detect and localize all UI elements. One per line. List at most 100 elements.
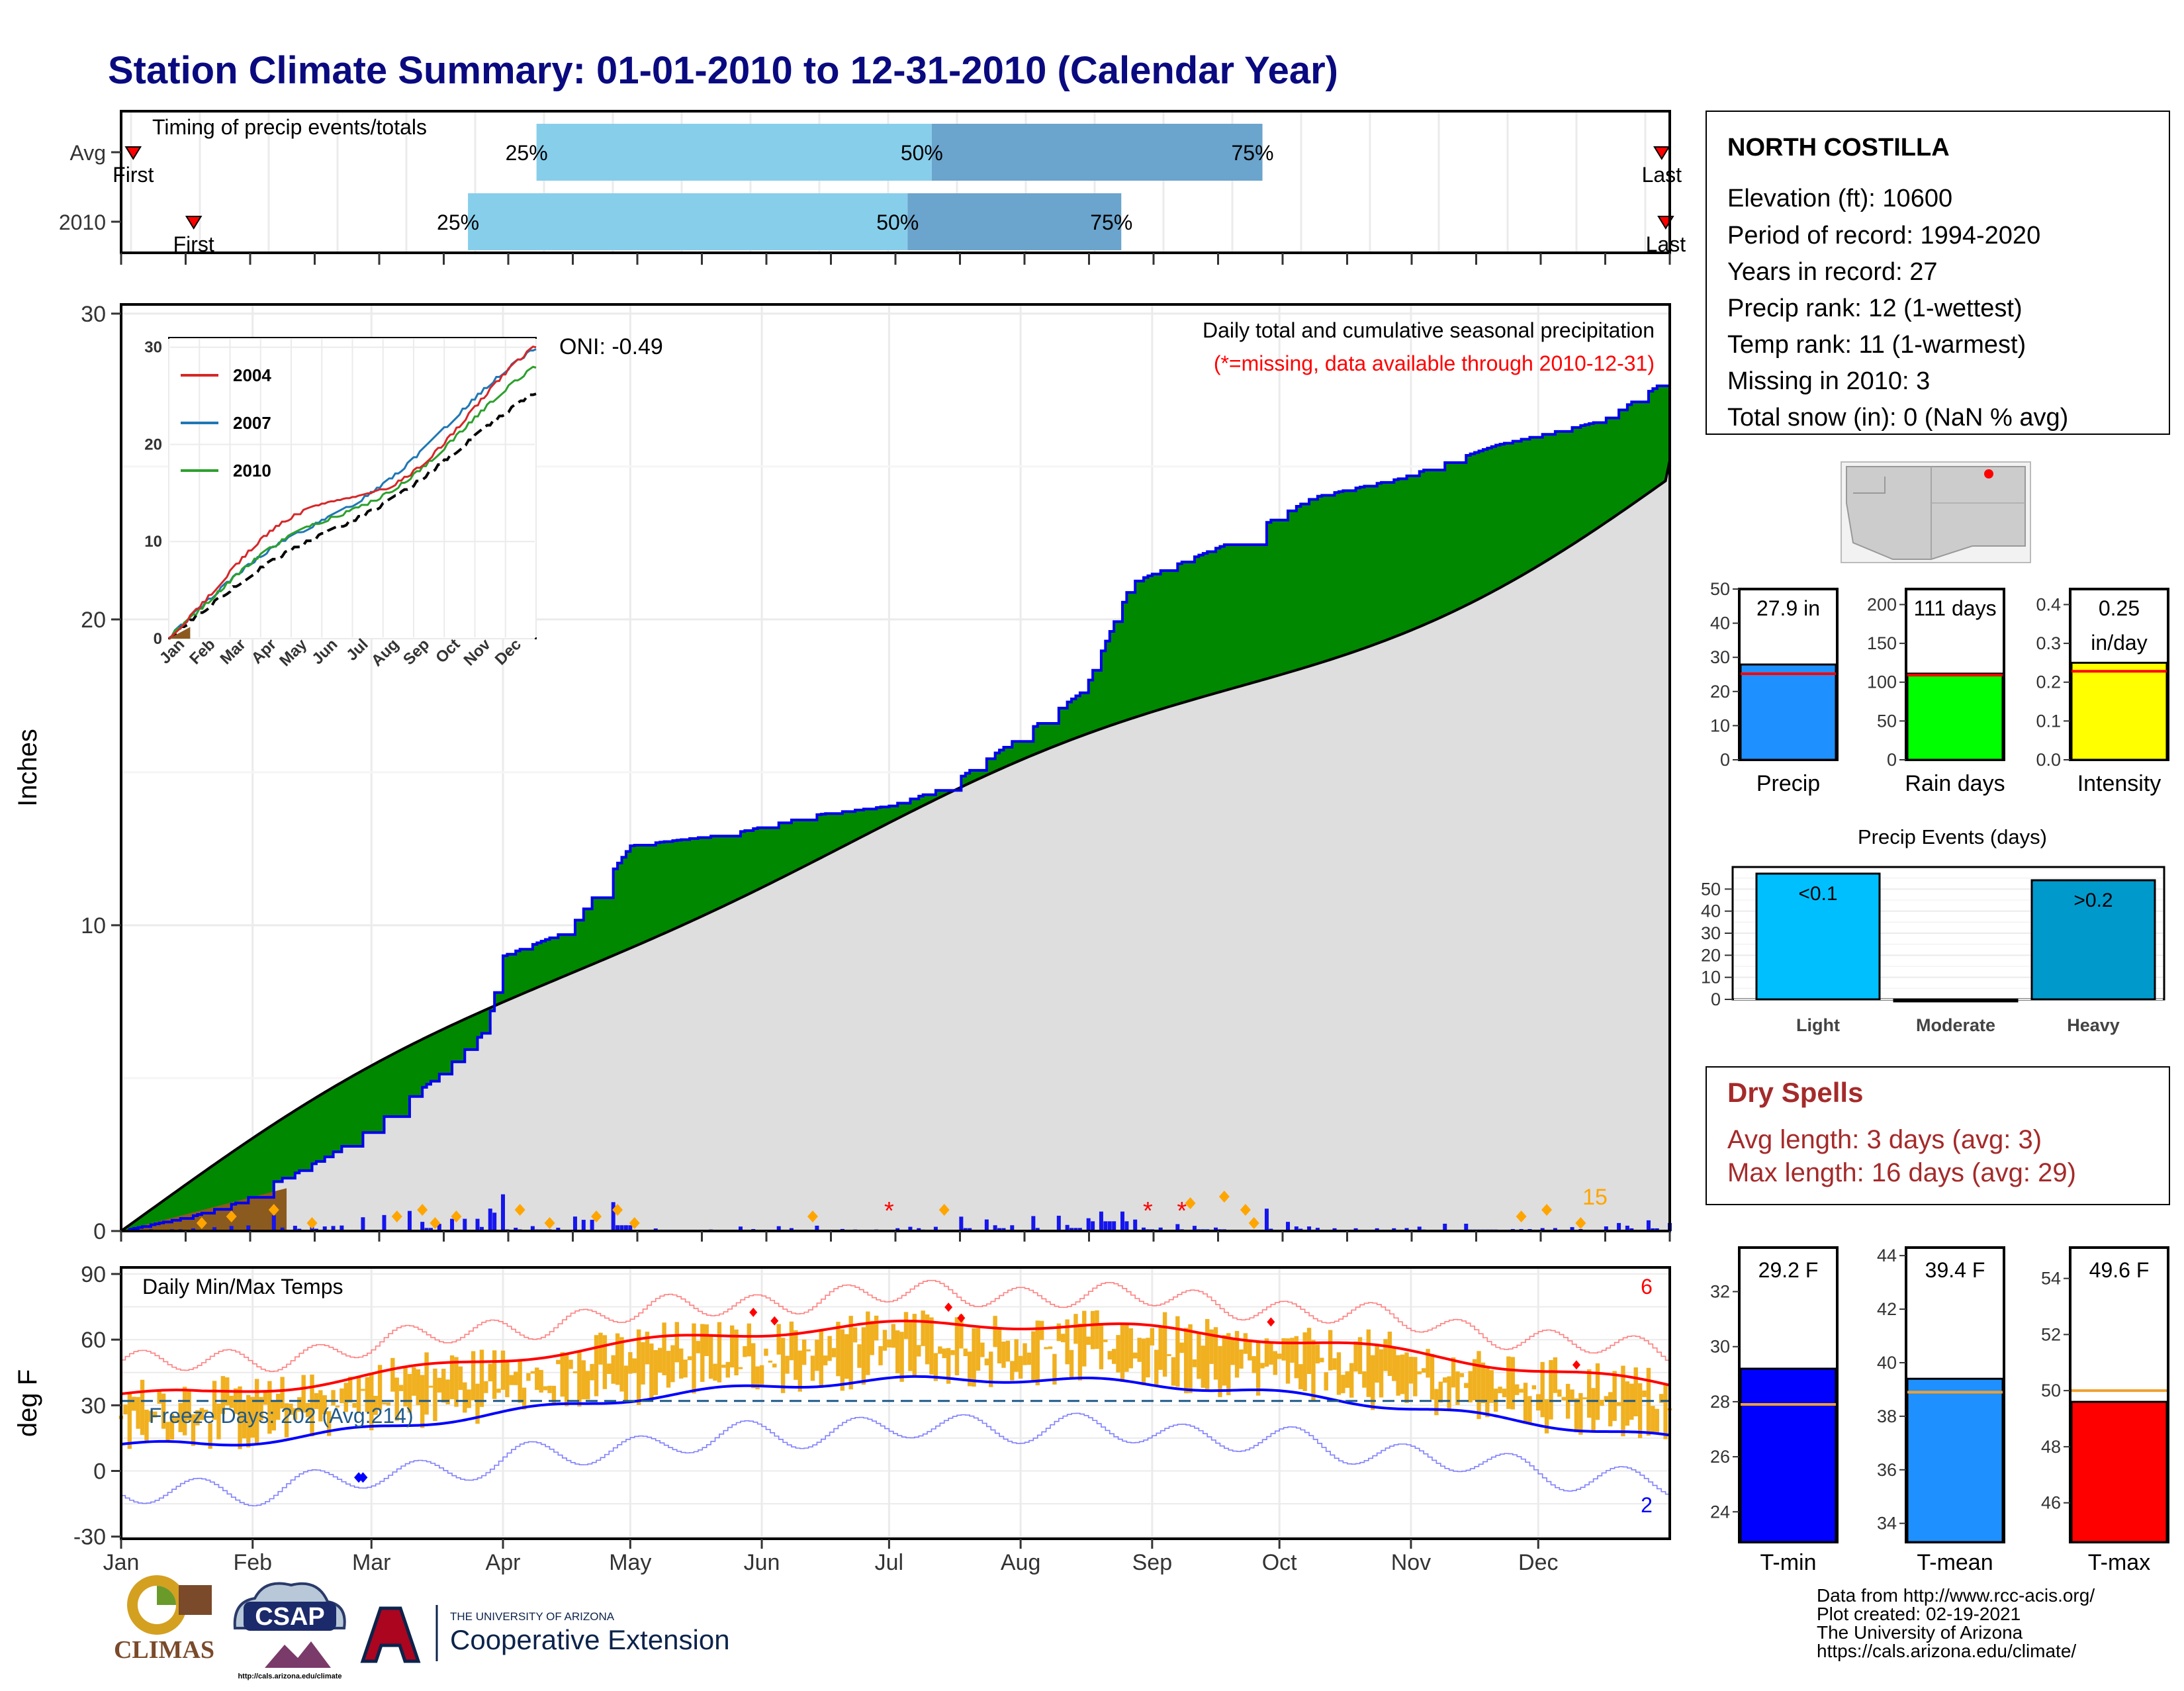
summary-bar-charts: 27.9 in 0 10 20 30 40 50 Precip 111 days 0 50 100 15… xyxy=(1710,579,2169,796)
snow-marker xyxy=(451,1211,462,1222)
daily-precip-bar xyxy=(530,1226,535,1231)
daily-temp-range-bar xyxy=(403,1367,408,1407)
record-high-marker xyxy=(1267,1317,1275,1327)
record-high-marker xyxy=(957,1313,966,1323)
daily-temp-range-bar xyxy=(551,1385,557,1404)
daily-temp-range-bar xyxy=(980,1342,985,1357)
daily-precip-bar xyxy=(246,1225,251,1231)
daily-precip-bar xyxy=(1443,1223,1447,1231)
daily-temp-range-bar xyxy=(972,1328,976,1387)
inset-2010-line xyxy=(168,365,537,640)
daily-temp-range-bar xyxy=(1311,1340,1316,1401)
daily-temp-range-bar xyxy=(738,1367,743,1369)
daily-temp-range-bar xyxy=(683,1359,688,1378)
daily-temp-range-bar xyxy=(1306,1328,1312,1374)
daily-temp-range-bar xyxy=(1251,1356,1256,1373)
daily-temp-range-bar xyxy=(1023,1343,1027,1365)
daily-temp-range-bar xyxy=(1616,1402,1621,1406)
daily-temp-range-bar xyxy=(653,1349,658,1395)
daily-temp-range-bar xyxy=(1285,1338,1291,1384)
daily-temp-range-bar xyxy=(412,1367,416,1396)
temp-bar-tick-label: 28 xyxy=(1710,1392,1730,1412)
daily-precip-bar xyxy=(590,1220,594,1231)
daily-temp-range-bar xyxy=(1413,1357,1418,1396)
daily-temp-range-bar xyxy=(1039,1320,1044,1340)
daily-temp-range-bar xyxy=(254,1379,259,1444)
daily-precip-bar xyxy=(1124,1221,1129,1231)
daily-temp-range-bar xyxy=(903,1312,909,1340)
snow-marker xyxy=(1218,1191,1230,1203)
daily-temp-range-bar xyxy=(1549,1360,1553,1420)
daily-temp-range-bar xyxy=(1663,1383,1668,1440)
temp-y-tick-label: 30 xyxy=(81,1393,106,1418)
daily-precip-bar xyxy=(1315,1228,1320,1231)
ua-line2: Cooperative Extension xyxy=(450,1624,730,1655)
daily-temp-range-bar xyxy=(1273,1351,1277,1375)
daily-precip-bar xyxy=(1107,1221,1112,1231)
daily-temp-range-bar xyxy=(1192,1359,1197,1367)
daily-temp-range-bar xyxy=(708,1336,713,1379)
daily-temp-range-bar xyxy=(1158,1326,1163,1370)
daily-temp-range-bar xyxy=(479,1349,484,1407)
station-line-missing: Missing in 2010: 3 xyxy=(1727,367,1930,395)
daily-temp-range-bar xyxy=(369,1374,374,1431)
temp-bar-tick-label: 30 xyxy=(1710,1337,1730,1357)
daily-temp-range-bar xyxy=(1328,1330,1333,1371)
daily-temp-range-bar xyxy=(488,1363,492,1382)
daily-temp-range-bar xyxy=(1357,1337,1363,1375)
daily-temp-range-bar xyxy=(297,1397,302,1412)
temp-bar-label: T-mean xyxy=(1917,1550,1993,1575)
daily-temp-range-bar xyxy=(1536,1394,1541,1411)
snow-marker xyxy=(1541,1204,1553,1216)
daily-temp-range-bar xyxy=(1294,1336,1299,1379)
daily-precip-bar xyxy=(293,1226,297,1231)
footer-line-created: Plot created: 02-19-2021 xyxy=(1817,1604,2021,1624)
daily-temp-range-bar xyxy=(1218,1346,1222,1397)
temp-y-tick-label: 60 xyxy=(81,1328,106,1353)
daily-temp-range-bar xyxy=(1633,1367,1638,1417)
daily-temp-range-bar xyxy=(1353,1341,1358,1372)
daily-temp-range-bar xyxy=(1531,1385,1537,1390)
daily-precip-bar xyxy=(429,1228,433,1231)
daily-temp-range-bar xyxy=(764,1348,768,1356)
daily-precip-bar xyxy=(1158,1227,1163,1231)
daily-temp-range-bar xyxy=(246,1394,251,1447)
daily-temp-range-bar xyxy=(216,1403,221,1440)
daily-precip-bar xyxy=(997,1228,1002,1231)
timing-bar-q25-q50 xyxy=(468,193,908,250)
daily-temp-range-bar xyxy=(259,1396,263,1421)
precip-header-line1: Daily total and cumulative seasonal prec… xyxy=(1203,318,1655,342)
average-cumulative-line xyxy=(120,460,1671,1232)
events-tick-label: 0 xyxy=(1711,989,1721,1009)
daily-precip-bar xyxy=(581,1220,586,1231)
daily-temp-range-bar xyxy=(1443,1377,1447,1383)
daily-temp-range-bar xyxy=(301,1375,306,1413)
snow-marker xyxy=(1516,1211,1527,1222)
daily-temp-range-bar xyxy=(844,1334,849,1379)
daily-temp-range-bar xyxy=(1107,1351,1112,1360)
daily-temp-range-bar xyxy=(492,1350,497,1399)
events-bar xyxy=(2030,879,2156,1001)
daily-temp-range-bar xyxy=(1523,1383,1528,1424)
daily-temp-range-bar xyxy=(1298,1364,1303,1390)
daily-temp-range-bar xyxy=(1600,1399,1604,1406)
daily-temp-range-bar xyxy=(1099,1323,1104,1369)
inset-y-tick-label: 30 xyxy=(144,339,162,357)
summary-bar-tick-label: 10 xyxy=(1710,715,1730,735)
daily-temp-range-bar xyxy=(1005,1340,1011,1362)
daily-temp-range-bar xyxy=(823,1355,828,1365)
daily-temp-range-bar xyxy=(445,1379,450,1404)
daily-precip-bar xyxy=(1069,1228,1074,1231)
summary-bar-tick-label: 0 xyxy=(1720,750,1730,770)
daily-temp-range-bar xyxy=(611,1355,615,1384)
daily-temp-range-bar xyxy=(123,1404,128,1415)
timing-pct-25: 25% xyxy=(506,141,548,165)
daily-temp-range-bar xyxy=(577,1351,582,1407)
daily-temp-range-bar xyxy=(463,1382,467,1413)
daily-temp-range-bar xyxy=(208,1423,212,1449)
daily-precip-bar xyxy=(1629,1228,1634,1231)
record-high-marker xyxy=(770,1316,779,1326)
precip-y-axis-label: Inches xyxy=(13,729,42,807)
daily-temp-range-bar xyxy=(1205,1318,1210,1389)
